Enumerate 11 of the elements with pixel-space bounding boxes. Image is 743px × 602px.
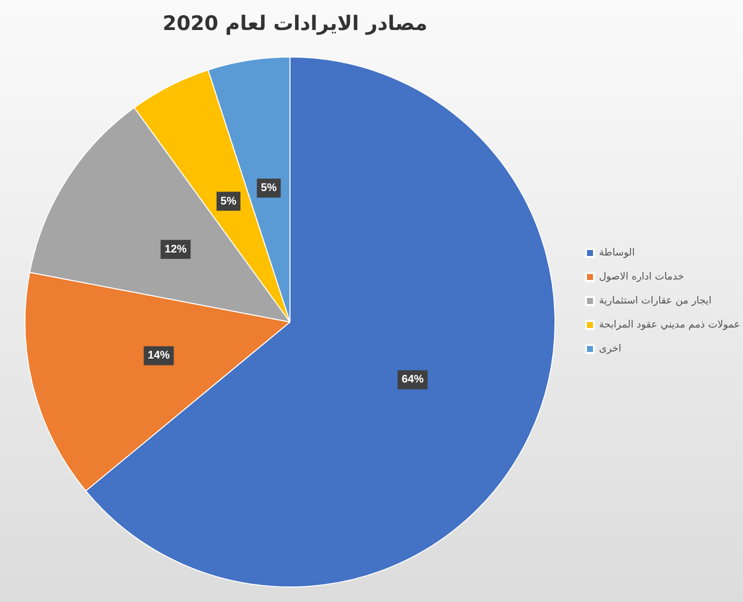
legend-label: خدمات اداره الاصول — [599, 272, 684, 282]
legend-label: الوساطة — [599, 248, 635, 258]
data-label: 5% — [260, 182, 277, 194]
legend-label: ايجار من عقارات استثمارية — [599, 296, 712, 306]
legend-label: اخرى — [599, 344, 622, 354]
data-label: 12% — [164, 243, 187, 256]
data-label: 5% — [220, 195, 237, 208]
chart-title: مصادر الايرادات لعام 2020 — [162, 11, 428, 35]
data-label: 64% — [402, 374, 424, 386]
legend-label: عمولات ذمم مديني عقود المرابحة — [599, 320, 740, 330]
data-label: 14% — [148, 350, 170, 362]
